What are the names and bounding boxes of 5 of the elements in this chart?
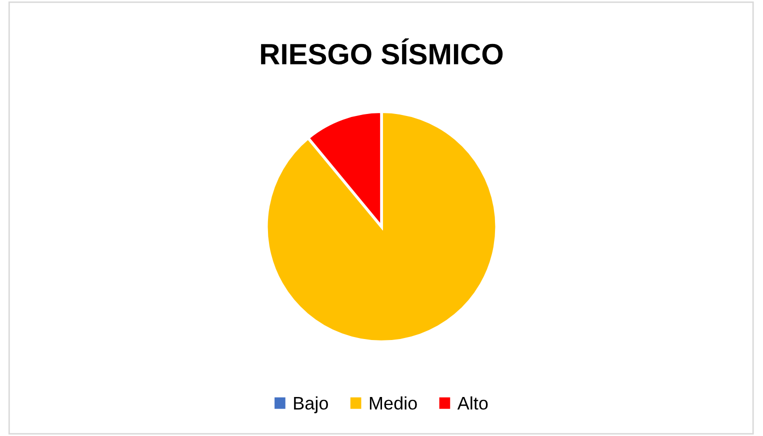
legend-label: Alto [457, 396, 488, 410]
pie-slice [265, 110, 498, 344]
legend-label: Medio [370, 396, 417, 410]
legend-label: Bajo [294, 396, 328, 414]
chart-title: RIESGO SÍSMICO [261, 38, 503, 65]
